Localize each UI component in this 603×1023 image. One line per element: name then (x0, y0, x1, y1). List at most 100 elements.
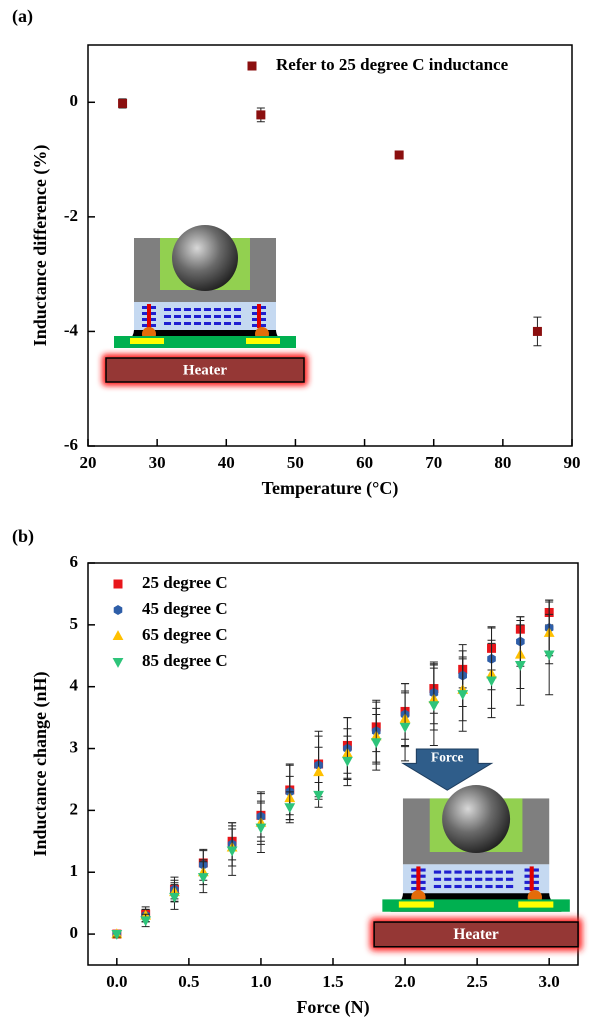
y-tick-label: 0 (70, 923, 79, 942)
pad (130, 338, 164, 344)
marker (197, 873, 209, 884)
coil (464, 877, 472, 881)
y-tick-label: -2 (64, 206, 78, 225)
force-label: Force (431, 749, 463, 764)
x-tick-label: 2.5 (466, 972, 487, 991)
marker (313, 766, 324, 777)
legend-label: 25 degree C (142, 573, 228, 592)
y-tick-label: 6 (70, 552, 79, 571)
legend-marker (112, 657, 124, 668)
coil (475, 870, 483, 874)
coil (433, 870, 442, 874)
y-tick-label: 1 (70, 861, 79, 880)
coil (464, 870, 472, 874)
coil (454, 877, 462, 881)
coil (433, 884, 442, 889)
y-tick-label: -6 (64, 435, 78, 454)
x-tick-label: 90 (564, 453, 581, 472)
marker (313, 790, 324, 801)
heater-label: Heater (183, 362, 227, 378)
x-tick-label: 3.0 (539, 972, 560, 991)
via (147, 304, 151, 328)
legend-label: 65 degree C (142, 625, 228, 644)
legend-label: 85 degree C (142, 651, 228, 670)
marker (394, 150, 404, 160)
coil (234, 322, 241, 325)
y-axis-label: Inductance difference (%) (30, 145, 51, 347)
coil (464, 884, 472, 889)
x-tick-label: 80 (494, 453, 511, 472)
coil (204, 322, 211, 325)
heater-label: Heater (453, 926, 499, 943)
coil (485, 877, 493, 881)
coil (164, 315, 171, 318)
x-tick-label: 60 (356, 453, 373, 472)
panel-label: (a) (12, 6, 33, 27)
legend-marker (112, 630, 124, 641)
x-axis-label: Force (N) (296, 997, 369, 1018)
coil (194, 308, 201, 311)
plot-frame (87, 44, 573, 447)
marker (543, 650, 555, 661)
y-tick-label: 3 (70, 737, 79, 756)
y-tick-label: -4 (64, 320, 79, 339)
coil (224, 315, 231, 318)
coil (234, 308, 241, 311)
x-tick-label: 1.5 (322, 972, 343, 991)
marker (226, 846, 238, 857)
coil (214, 322, 221, 325)
coil (444, 870, 452, 874)
coil (495, 877, 503, 881)
heater (373, 921, 579, 948)
coil (164, 308, 171, 311)
coil (454, 870, 462, 874)
marker (428, 701, 440, 712)
coil (433, 877, 442, 881)
marker (342, 756, 353, 767)
force-arrow (401, 748, 494, 791)
coil (505, 884, 514, 889)
y-axis-label: Inductance change (nH) (30, 671, 51, 856)
y-tick-label: 4 (70, 676, 79, 695)
coil (485, 870, 493, 874)
coil (214, 308, 221, 311)
sensor-diagram: Force Heater (370, 748, 583, 951)
coil (444, 884, 452, 889)
legend-marker (247, 61, 257, 71)
marker (532, 326, 542, 336)
marker (118, 98, 128, 108)
y-tick-label: 2 (70, 799, 79, 818)
via (416, 866, 421, 892)
marker (256, 110, 266, 120)
legend-marker (113, 579, 123, 589)
coil (475, 884, 483, 889)
coil (214, 315, 221, 318)
x-tick-label: 2.0 (394, 972, 415, 991)
pad (246, 338, 280, 344)
marker (255, 823, 267, 834)
coil (224, 308, 231, 311)
x-tick-label: 20 (80, 453, 97, 472)
coil (164, 322, 171, 325)
x-tick-label: 50 (287, 453, 304, 472)
panel-label: (b) (12, 526, 34, 547)
ball (172, 225, 238, 291)
coil (444, 877, 452, 881)
coil (454, 884, 462, 889)
coil (505, 870, 514, 874)
legend-marker (113, 605, 123, 615)
legend-label: Refer to 25 degree C inductance (276, 55, 509, 74)
coil (485, 884, 493, 889)
coil (505, 877, 514, 881)
marker (140, 916, 152, 927)
via (257, 304, 261, 328)
via (529, 866, 534, 892)
coil (174, 308, 181, 311)
coil (184, 315, 191, 318)
x-tick-label: 40 (218, 453, 235, 472)
heater (105, 357, 305, 383)
x-tick-label: 0.0 (106, 972, 127, 991)
coil (174, 322, 181, 325)
coil (234, 315, 241, 318)
